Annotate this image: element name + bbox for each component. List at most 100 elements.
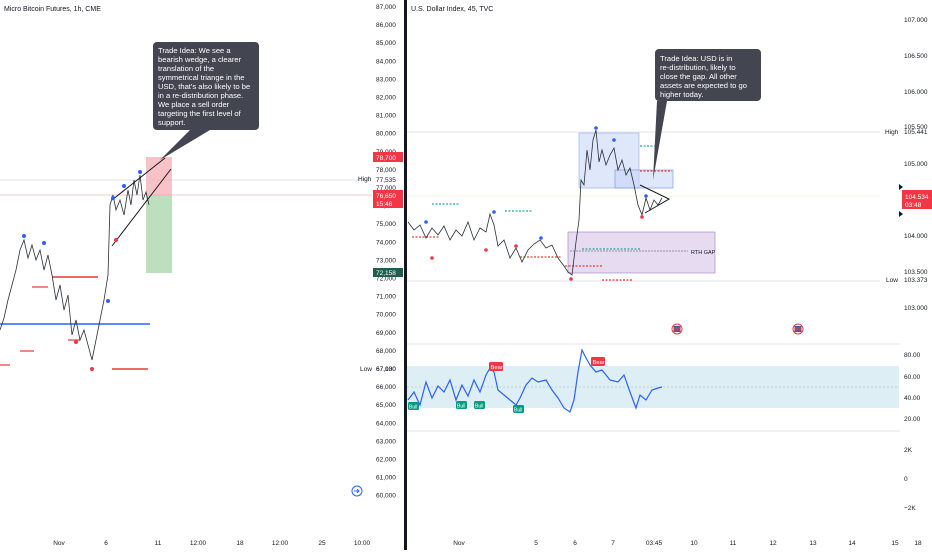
bull-signal-1-label: Bull bbox=[409, 405, 417, 411]
right-trade-idea-callout[interactable]: Trade Idea: USD is in re-distribution, l… bbox=[653, 49, 761, 180]
rth-gap-label: RTH GAP bbox=[691, 250, 716, 256]
left-trade-idea-callout[interactable]: Trade Idea: We see a bearish wedge, a cl… bbox=[153, 42, 259, 160]
right-time-tick: 7 bbox=[611, 540, 615, 547]
pane-divider[interactable] bbox=[404, 0, 407, 550]
alert-marker-icon[interactable] bbox=[899, 211, 903, 217]
right-note-line-3: assets are expected to go bbox=[660, 81, 747, 90]
left-price-tick: 62,000 bbox=[376, 457, 396, 464]
rth-gap-zone[interactable] bbox=[567, 231, 716, 274]
left-time-tick: 6 bbox=[104, 540, 108, 547]
left-price-tick: 71,000 bbox=[376, 294, 396, 301]
left-price-tick: 86,000 bbox=[376, 22, 396, 29]
left-time-axis[interactable]: Nov 6 11 12:00 18 12:00 25 10:00 bbox=[53, 540, 370, 547]
right-volume-tick: 0 bbox=[904, 476, 908, 483]
right-time-tick: 03:45 bbox=[646, 540, 663, 547]
right-current-value: 104.534 bbox=[905, 194, 929, 201]
short-profit-zone[interactable] bbox=[146, 195, 172, 273]
left-price-tick: 83,000 bbox=[376, 76, 396, 83]
left-price-tick: 85,000 bbox=[376, 40, 396, 47]
right-time-tick: 12 bbox=[769, 540, 777, 547]
left-chart-pane[interactable]: Trade Idea: We see a bearish wedge, a cl… bbox=[0, 0, 404, 550]
right-time-tick: 15 bbox=[891, 540, 899, 547]
left-time-tick: 25 bbox=[318, 540, 326, 547]
right-note-line-0: Trade Idea: USD is in bbox=[660, 54, 732, 63]
right-price-tick: 105.500 bbox=[904, 124, 928, 131]
left-price-tick: 70,000 bbox=[376, 312, 396, 319]
left-price-tick: 82,000 bbox=[376, 95, 396, 102]
left-time-tick: 11 bbox=[155, 540, 162, 547]
right-chart-title: U.S. Dollar Index, 45, TVC bbox=[411, 6, 493, 13]
bull-signal-2-label: Bull bbox=[457, 404, 465, 410]
left-current-tag bbox=[373, 190, 403, 208]
right-price-tick: 104.000 bbox=[904, 233, 928, 240]
right-price-axis[interactable]: 107.000 106.500 106.000 105.500 105.000 104.0… bbox=[904, 17, 928, 312]
left-note-line-8: support. bbox=[158, 118, 185, 127]
right-low-label: Low bbox=[886, 277, 898, 284]
right-indicator-tick: 60.00 bbox=[904, 374, 921, 381]
left-price-tick: 69,000 bbox=[376, 330, 396, 337]
us-event-flag-icon[interactable] bbox=[671, 323, 683, 335]
right-time-axis[interactable]: Nov 5 6 7 03:45 10 11 12 13 14 15 18 bbox=[453, 540, 922, 547]
right-indicator-tick: 80.00 bbox=[904, 352, 921, 359]
right-volume-tick: −2K bbox=[904, 505, 916, 512]
right-current-tag bbox=[902, 190, 932, 209]
right-time-tick: 13 bbox=[809, 540, 817, 547]
left-price-tick: 73,000 bbox=[376, 257, 396, 264]
left-low-label: Low bbox=[360, 366, 372, 373]
left-price-tick: 72,000 bbox=[376, 276, 396, 283]
left-price-tick: 67,000 bbox=[376, 366, 396, 373]
left-price-tick: 64,000 bbox=[376, 420, 396, 427]
left-current-value: 76,650 bbox=[376, 193, 396, 200]
left-time-tick: 12:00 bbox=[190, 540, 207, 547]
right-time-tick: Nov bbox=[453, 540, 465, 547]
right-volume-axis[interactable]: 2K 0 −2K bbox=[904, 447, 916, 512]
right-price-tick: 103.000 bbox=[904, 305, 928, 312]
left-price-tick: 65,000 bbox=[376, 402, 396, 409]
us-event-flag-icon[interactable] bbox=[792, 323, 804, 335]
left-price-tick: 63,000 bbox=[376, 438, 396, 445]
left-stop-value: 72,158 bbox=[376, 270, 396, 277]
right-note-line-1: re-distribution, likely to bbox=[660, 63, 736, 72]
left-price-tick: 66,000 bbox=[376, 384, 396, 391]
left-note-line-2: translation of the bbox=[158, 64, 214, 73]
left-time-tick: Nov bbox=[53, 540, 65, 547]
left-chart-title: Micro Bitcoin Futures, 1h, CME bbox=[4, 6, 101, 13]
left-price-tick: 87,000 bbox=[376, 4, 396, 11]
bear-signal-1-label: Bear bbox=[491, 365, 503, 371]
left-price-tick: 80,000 bbox=[376, 131, 396, 138]
right-price-tick: 106.000 bbox=[904, 89, 928, 96]
left-time-tick: 10:00 bbox=[354, 540, 371, 547]
right-high-value: 105.441 bbox=[904, 129, 928, 136]
right-high-label: High bbox=[885, 129, 899, 136]
alert-marker-icon[interactable] bbox=[899, 184, 903, 190]
right-chart-pane[interactable]: RTH GAP Trade Idea: USD is in re-distrib… bbox=[407, 6, 932, 547]
left-note-line-3: symmetrical triange in the bbox=[158, 73, 245, 82]
right-indicator-tick: 20.00 bbox=[904, 416, 921, 423]
left-price-tick: 77,000 bbox=[376, 185, 396, 192]
left-time-tick: 12:00 bbox=[272, 540, 289, 547]
left-price-tick: 74,000 bbox=[376, 239, 396, 246]
left-note-line-0: Trade Idea: We see a bbox=[158, 46, 231, 55]
right-volume-tick: 2K bbox=[904, 447, 913, 454]
right-note-line-2: close the gap. All other bbox=[660, 72, 737, 81]
right-note-line-4: higher today. bbox=[660, 90, 703, 99]
left-price-tick: 75,000 bbox=[376, 221, 396, 228]
bull-signal-1 bbox=[408, 402, 419, 410]
right-price-tick: 105.000 bbox=[904, 161, 928, 168]
left-note-line-7: targeting the first level of bbox=[158, 109, 242, 118]
left-target-value: 78,700 bbox=[376, 155, 396, 162]
dxy-price-series bbox=[407, 129, 663, 276]
left-price-tick: 81,000 bbox=[376, 113, 396, 120]
left-price-tick: 60,000 bbox=[376, 493, 396, 500]
right-indicator-axis[interactable]: 80.00 60.00 40.00 20.00 bbox=[904, 352, 921, 423]
left-price-tick: 78,000 bbox=[376, 167, 396, 174]
resistance-zone[interactable] bbox=[614, 169, 674, 189]
bull-signal-2 bbox=[456, 401, 467, 409]
right-low-value: 103.373 bbox=[904, 277, 928, 284]
replay-icon[interactable] bbox=[351, 485, 363, 497]
left-note-line-5: in a re-distribution phase. bbox=[158, 91, 243, 100]
left-note-line-1: bearish wedge, a clearer bbox=[158, 55, 242, 64]
bull-signal-4-label: Bull bbox=[514, 408, 522, 414]
